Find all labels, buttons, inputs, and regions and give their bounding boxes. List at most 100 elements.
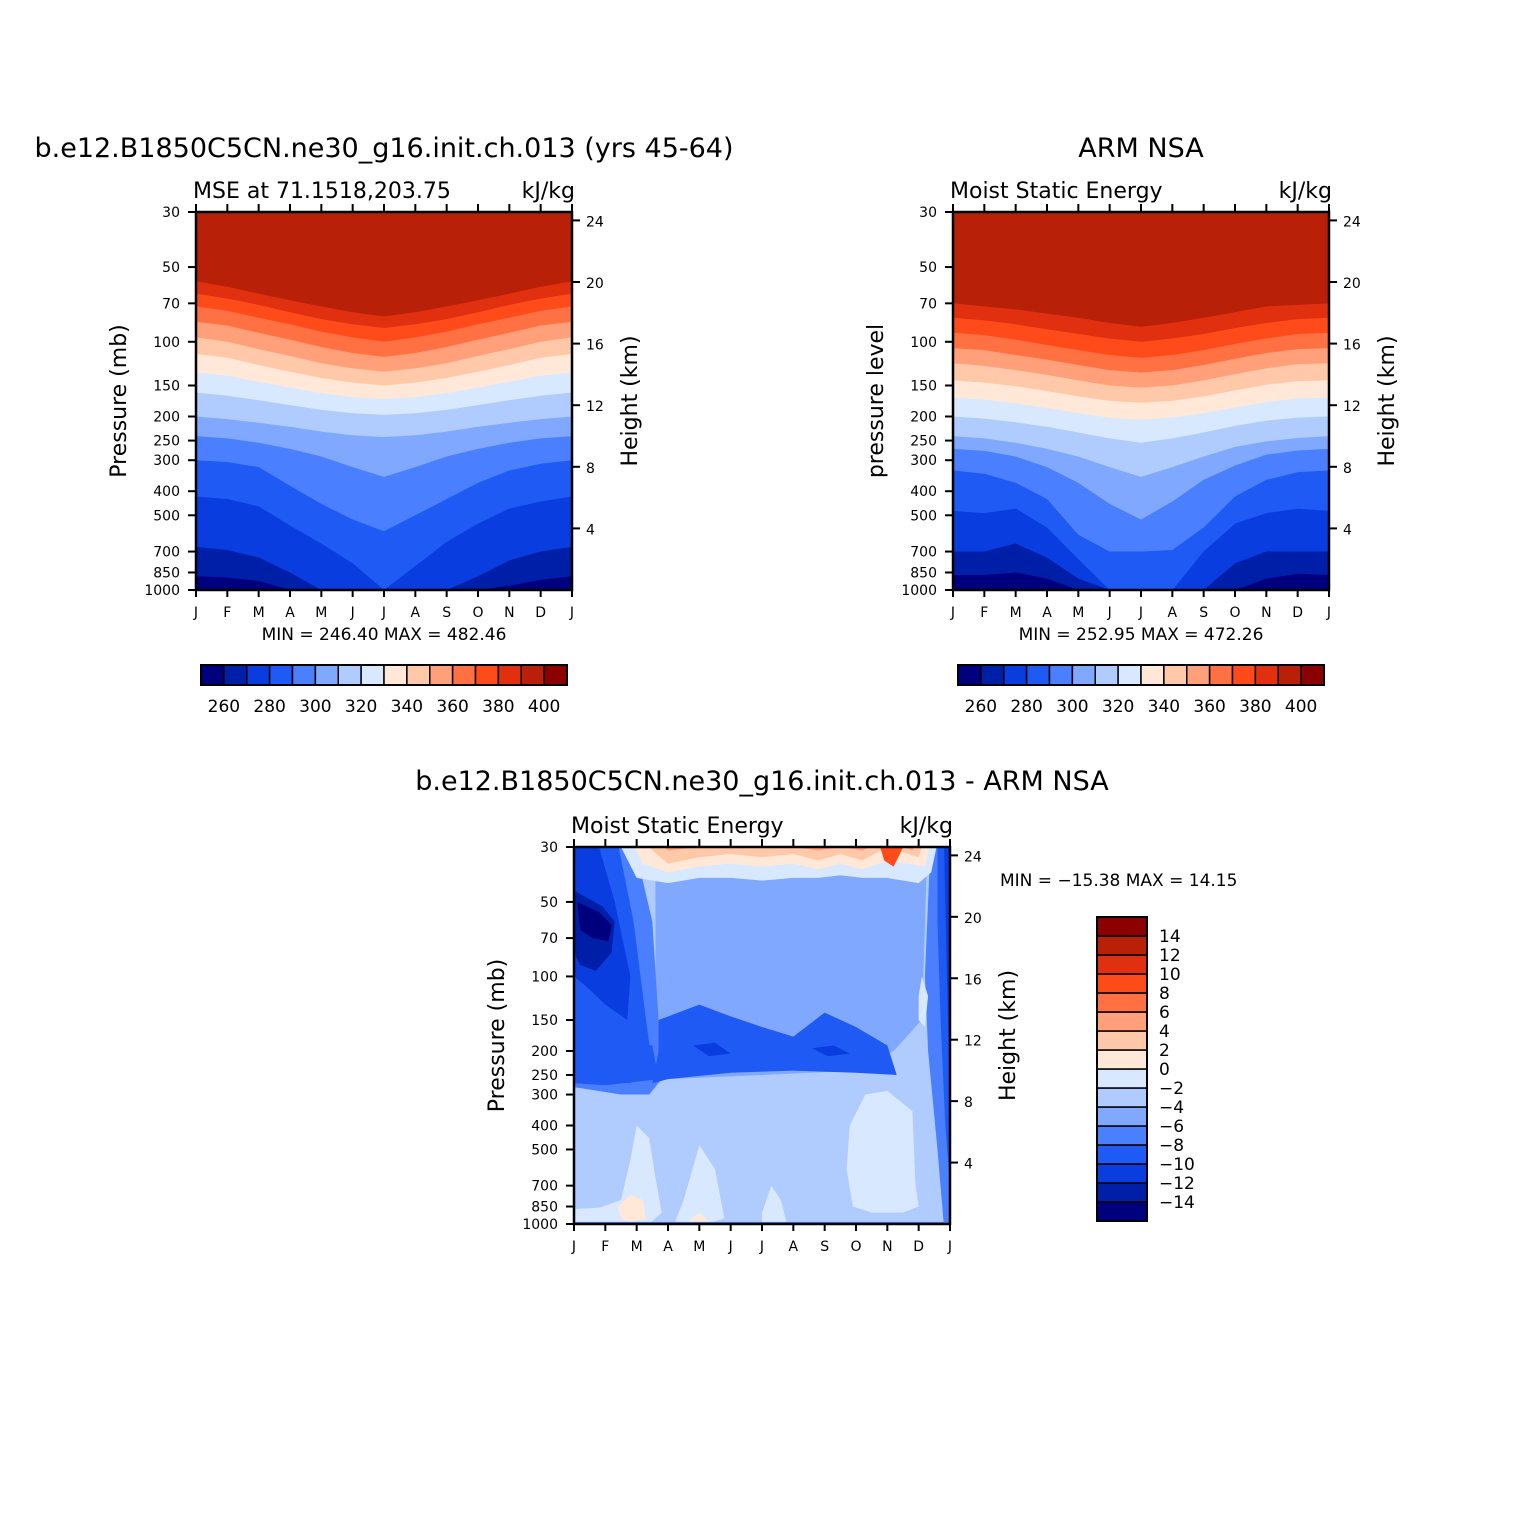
height-tick-label: 12 — [964, 1034, 982, 1050]
colorbar-label: 400 — [1285, 697, 1317, 717]
pressure-tick-label: 30 — [919, 205, 937, 221]
colorbar-swatch — [474, 664, 500, 686]
month-tick-label: M — [1010, 605, 1022, 621]
colorbar-swatch — [1208, 664, 1234, 686]
colorbar-swatch — [1003, 664, 1028, 686]
pressure-tick-label: 700 — [153, 545, 180, 561]
y-axis-label: pressure level — [864, 324, 889, 478]
pressure-tick-label: 500 — [153, 508, 180, 524]
colorbar-swatch — [1094, 664, 1119, 686]
month-tick-label: J — [759, 1239, 764, 1255]
month-tick-label: F — [980, 605, 988, 621]
colorbar-swatch — [337, 664, 362, 686]
colorbar-label: 360 — [436, 697, 468, 717]
month-tick-label: S — [442, 605, 451, 621]
contour-band — [918, 976, 929, 1027]
month-tick-label: F — [223, 605, 231, 621]
colorbar-label: −14 — [1159, 1193, 1195, 1213]
min-max-text: MIN = 246.40 MAX = 482.46 — [262, 625, 507, 645]
colorbar-swatch — [1096, 1011, 1148, 1032]
month-tick-label: M — [253, 605, 265, 621]
month-tick-label: O — [1229, 605, 1240, 621]
month-tick-label: J — [569, 605, 574, 621]
month-tick-label: J — [1326, 605, 1331, 621]
pressure-tick-label: 850 — [531, 1200, 558, 1216]
colorbar-swatch — [383, 664, 408, 686]
month-tick-label: D — [913, 1239, 924, 1255]
contour-band — [944, 847, 950, 1095]
contour-band — [846, 1090, 919, 1213]
colorbar-swatch — [1048, 664, 1074, 686]
month-tick-label: J — [728, 1239, 733, 1255]
contour-band — [693, 1042, 731, 1057]
pressure-tick-label: 200 — [153, 410, 180, 426]
contour-band — [196, 212, 572, 317]
colorbar-swatch — [980, 664, 1005, 686]
chart-title: b.e12.B1850C5CN.ne30_g16.init.ch.013 - A… — [415, 766, 1109, 797]
pressure-tick-label: 30 — [162, 205, 180, 221]
colorbar-swatch — [1096, 935, 1148, 956]
colorbar-frame — [200, 664, 568, 686]
month-tick-label: N — [504, 605, 514, 621]
colorbar-swatch — [1231, 664, 1257, 686]
colorbar-swatch — [429, 664, 454, 686]
month-tick-label: A — [789, 1239, 799, 1255]
month-tick-label: J — [950, 605, 955, 621]
colorbar-label: 340 — [1148, 697, 1180, 717]
pressure-tick-label: 30 — [540, 840, 558, 856]
pressure-tick-label: 50 — [919, 260, 937, 276]
chart-subtitle: Moist Static Energy — [571, 814, 784, 839]
pressure-tick-label: 250 — [531, 1068, 558, 1084]
colorbar-swatch — [1300, 664, 1325, 686]
colorbar-label: 2 — [1159, 1041, 1170, 1061]
colorbar-swatch — [1096, 1144, 1148, 1165]
month-tick-label: O — [850, 1239, 861, 1255]
month-tick-label: F — [601, 1239, 609, 1255]
colorbar-swatch — [223, 664, 248, 686]
colorbar-label: 14 — [1159, 927, 1181, 947]
chart-subtitle: MSE at 71.1518,203.75 — [193, 179, 451, 204]
colorbar-label: 6 — [1159, 1003, 1170, 1023]
pressure-tick-label: 850 — [153, 565, 180, 581]
contour-band — [649, 847, 922, 864]
contour-band — [574, 1039, 659, 1086]
pressure-tick-label: 150 — [531, 1013, 558, 1029]
month-tick-label: M — [315, 605, 327, 621]
colorbar-label: 4 — [1159, 1022, 1170, 1042]
height-tick-label: 12 — [1343, 399, 1361, 415]
colorbar-swatch — [1140, 664, 1165, 686]
month-tick-label: N — [1261, 605, 1271, 621]
height-tick-label: 4 — [964, 1157, 973, 1173]
pressure-tick-label: 70 — [919, 296, 937, 312]
contour-band — [577, 901, 612, 942]
pressure-tick-label: 150 — [153, 378, 180, 394]
colorbar-label: 380 — [1239, 697, 1271, 717]
colorbar-label: 8 — [1159, 984, 1170, 1004]
colorbar-label: 320 — [1102, 697, 1134, 717]
contour-band — [812, 1045, 850, 1057]
pressure-tick-label: 200 — [531, 1044, 558, 1060]
colorbar-swatch — [1117, 664, 1142, 686]
colorbar-swatch — [291, 664, 317, 686]
panel-arm-nsa-mse: ARM NSA J F M A M J J A S O N D J 30 50 70 100 150 200 250 30… — [864, 133, 1400, 717]
colorbar-swatch — [1025, 664, 1051, 686]
colorbar-swatch — [1163, 664, 1188, 686]
colorbar-swatch — [1096, 954, 1148, 975]
colorbar-swatch — [1096, 992, 1148, 1013]
y-axis-label: Pressure (mb) — [485, 959, 510, 1113]
month-tick-label: J — [193, 605, 198, 621]
pressure-tick-label: 100 — [910, 335, 937, 351]
colorbar-swatch — [543, 664, 568, 686]
height-tick-label: 4 — [586, 522, 595, 538]
colorbar-swatch — [246, 664, 271, 686]
chart-units: kJ/kg — [522, 179, 575, 204]
colorbar-swatch — [1096, 1163, 1148, 1184]
height-tick-label: 8 — [964, 1095, 973, 1111]
pressure-tick-label: 500 — [910, 508, 937, 524]
pressure-tick-label: 300 — [531, 1088, 558, 1104]
chart-title: ARM NSA — [1078, 133, 1204, 164]
pressure-tick-label: 500 — [531, 1142, 558, 1158]
pressure-tick-label: 850 — [910, 565, 937, 581]
colorbar-swatch — [1096, 1125, 1148, 1146]
month-tick-label: A — [411, 605, 421, 621]
